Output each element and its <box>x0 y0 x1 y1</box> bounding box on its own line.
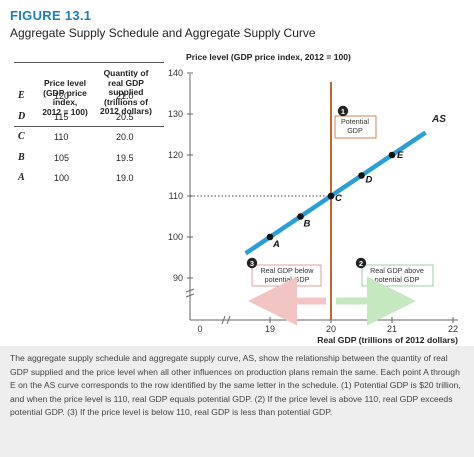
as-point-a <box>266 233 274 241</box>
as-point-label: C <box>335 193 342 204</box>
x-tick-label: 22 <box>448 324 458 334</box>
as-point-d <box>358 172 365 179</box>
x-axis-label: Real GDP (trillions of 2012 dollars) <box>317 335 458 345</box>
y-tick-label: 130 <box>168 109 183 119</box>
as-point-e <box>388 151 396 159</box>
table-quantity-cell: 20.5 <box>116 111 134 122</box>
as-point-b <box>297 213 304 220</box>
header-quantity-line: (trillions of <box>104 96 148 107</box>
table-header-rule <box>14 126 164 127</box>
annotation-above-text: Real GDP above <box>370 266 424 275</box>
table-price-cell: 120 <box>54 91 70 101</box>
caption-text: The aggregate supply schedule and aggreg… <box>10 353 461 418</box>
y-tick-label: 100 <box>168 232 183 242</box>
table-price-cell: 100 <box>54 173 70 183</box>
table-quantity-cell: 19.5 <box>116 152 134 163</box>
table-top-rule <box>14 62 164 63</box>
x-tick-label: 0 <box>197 324 202 334</box>
as-point-c <box>327 192 335 200</box>
annotation-potential-text: Potential <box>341 117 369 126</box>
aggregate-supply-chart: Price level (GDP price index, 2012 = 100… <box>168 52 458 345</box>
table-price-cell: 115 <box>54 111 69 122</box>
y-tick-label: 140 <box>168 68 183 78</box>
table-point-label: E <box>18 90 25 101</box>
header-quantity-line: 2012 dollars) <box>100 106 152 116</box>
header-quantity-line: supplied <box>108 87 144 97</box>
x-tick-label: 20 <box>326 324 336 334</box>
annotation-above-text: potential GDP <box>375 275 420 284</box>
figure-label: FIGURE 13.1 <box>10 8 92 23</box>
annotation-potential-box <box>334 115 377 139</box>
annotation-badge-icon <box>337 105 349 117</box>
table-point-label: C <box>18 131 25 142</box>
annotation-number: 1 <box>341 107 345 116</box>
header-quantity-line: real GDP <box>108 77 144 88</box>
as-point-label: E <box>397 150 404 161</box>
annotation-number: 3 <box>250 259 254 268</box>
annotation-number: 2 <box>359 259 363 268</box>
header-price-line: 2012 = 100) <box>42 106 88 117</box>
as-curve-line <box>244 130 427 256</box>
annotation-badge-icon <box>246 257 258 269</box>
header-quantity-line: Quantity of <box>103 68 149 78</box>
table-point-label: D <box>18 110 26 122</box>
header-price-line: index, <box>52 97 78 107</box>
header-price-line: Price level <box>43 78 87 88</box>
table-point-label: B <box>18 151 25 163</box>
y-tick-label: 90 <box>173 273 183 283</box>
caption-box: The aggregate supply schedule and aggreg… <box>0 346 474 457</box>
y-tick-label: 120 <box>168 150 183 160</box>
y-tick-label: 110 <box>169 191 183 201</box>
annotation-below-text: potential GDP <box>265 275 310 284</box>
as-curve-label: AS <box>431 114 446 125</box>
table-quantity-cell: 21.0 <box>116 91 134 101</box>
x-axis-break-icon <box>221 315 231 325</box>
y-axis-break-icon <box>185 288 195 298</box>
x-tick-label: 21 <box>387 324 397 334</box>
annotation-below-text: Real GDP below <box>260 266 314 275</box>
as-point-label: B <box>304 219 311 230</box>
annotation-potential-text: GDP <box>347 126 363 135</box>
table-quantity-cell: 19.0 <box>116 173 134 183</box>
annotation-badge-icon <box>355 257 367 269</box>
x-tick-label: 19 <box>265 324 275 334</box>
y-axis-label: Price level (GDP price index, 2012 = 100… <box>186 52 351 62</box>
table-point-label: A <box>18 172 25 183</box>
table-price-cell: 105 <box>54 152 70 163</box>
header-price-line: (GDP price <box>43 87 87 98</box>
as-point-label: A <box>272 239 280 250</box>
figure-title: Aggregate Supply Schedule and Aggregate … <box>10 26 316 40</box>
as-point-label: D <box>366 175 373 186</box>
table-quantity-cell: 20.0 <box>116 132 134 142</box>
table-price-cell: 110 <box>54 132 69 142</box>
